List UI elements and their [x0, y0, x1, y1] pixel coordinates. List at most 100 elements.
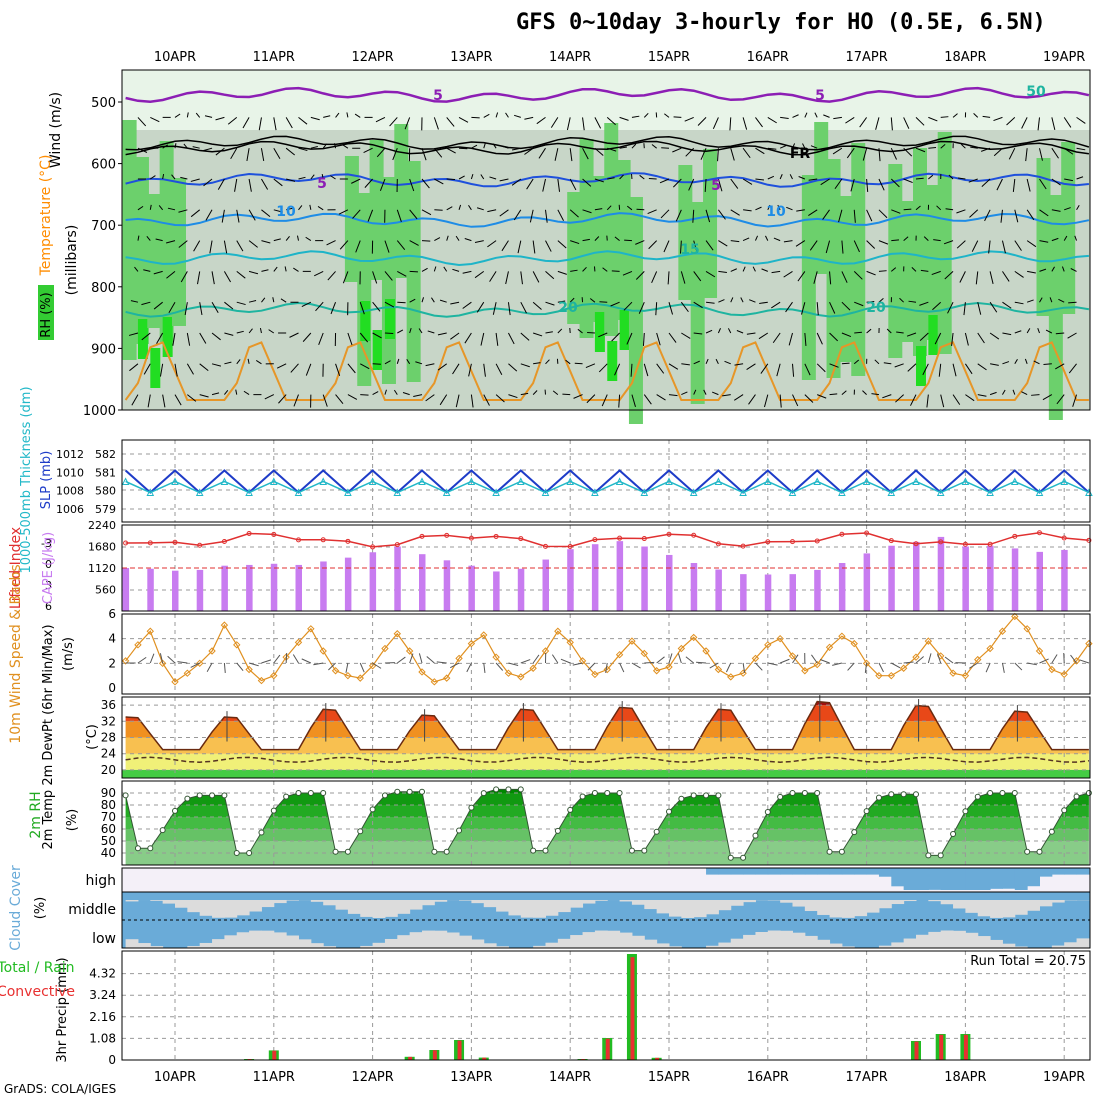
wind-speed-marker	[998, 627, 1007, 635]
wind-barb	[829, 332, 839, 342]
wind-speed-marker	[628, 637, 636, 645]
wind-barb	[771, 270, 781, 274]
wind-10m-frame	[121, 613, 1091, 695]
rh-moist-column	[381, 177, 396, 384]
high-cloud-bar	[792, 868, 806, 875]
high-cloud-bar	[829, 868, 843, 875]
wind-barb	[785, 301, 793, 313]
wind-barb	[761, 268, 768, 272]
cape-tick-label: 560	[95, 584, 116, 597]
wind-barb	[166, 271, 176, 279]
run-total-label: Run Total = 20.75	[970, 954, 1086, 969]
wind-barb	[829, 363, 839, 368]
wind-barb	[1014, 270, 1024, 278]
low-cloud-gap	[409, 932, 423, 948]
wind-barb	[495, 363, 503, 375]
wind-barb	[137, 147, 148, 153]
rh-moist-column	[1036, 158, 1051, 316]
wind-speed-marker	[492, 653, 500, 661]
wind-barb	[570, 269, 578, 272]
cape-bar	[591, 544, 599, 611]
pressure-tick-label: 500	[91, 96, 116, 111]
wind-barb	[944, 271, 954, 280]
low-cloud-gap	[273, 932, 287, 948]
rh-2m-frame	[121, 780, 1091, 866]
wind-barb	[675, 209, 682, 222]
surface-wind-barb	[328, 662, 336, 671]
wind-barb	[195, 112, 201, 118]
wind-barb	[335, 394, 344, 404]
middle-cloud-gap	[631, 900, 645, 905]
wind-barb	[455, 394, 460, 408]
wind-barb	[693, 332, 703, 335]
wind-barb	[545, 331, 553, 334]
wind-barb	[168, 301, 176, 314]
wind-barb	[996, 178, 1003, 191]
low-cloud-gap	[718, 942, 732, 948]
wind-barb	[513, 209, 522, 221]
lifted-index-marker	[271, 531, 277, 537]
lifted-index-marker	[1037, 530, 1042, 536]
wind-barb	[363, 147, 373, 154]
wind-barb	[656, 363, 665, 374]
wind-barb	[891, 209, 901, 214]
wind-barb	[656, 394, 666, 401]
wind-barb	[1055, 332, 1065, 335]
surface-wind-barb	[560, 658, 571, 664]
wind-barb	[545, 359, 550, 365]
rh-tick-label: 70	[101, 810, 116, 824]
wind-barb	[705, 270, 716, 278]
cape-bar	[196, 569, 204, 611]
wind-barb	[1063, 147, 1074, 155]
wind-speed-marker	[1035, 647, 1044, 655]
wind-speed-marker	[974, 655, 982, 664]
rh-marker	[962, 808, 969, 815]
wind-barb	[981, 178, 991, 187]
middle-cloud-gap	[570, 900, 584, 908]
low-cloud-gap	[323, 946, 337, 948]
wind-barb	[730, 178, 739, 189]
middle-cloud-gap	[841, 900, 855, 918]
lifted-index-marker	[123, 540, 129, 546]
rh-moist-column	[1048, 195, 1063, 420]
contour-label: 10	[766, 204, 786, 220]
middle-cloud-gap	[459, 900, 472, 901]
middle-cloud-gap	[792, 900, 806, 907]
slp-tick-label: 1006	[56, 503, 84, 516]
wind-barb	[973, 113, 979, 118]
surface-wind-barb	[969, 662, 979, 669]
high-cloud-bar	[718, 868, 732, 875]
wind-barb	[199, 332, 207, 344]
wind-barb	[334, 143, 337, 149]
wind-speed-marker	[319, 647, 327, 655]
rh-marker	[789, 790, 796, 796]
wind-barb	[128, 332, 139, 336]
wind-barb	[816, 332, 823, 345]
precip-convective-bar	[482, 1057, 487, 1060]
wind-barb	[552, 390, 559, 395]
low-cloud-gap	[199, 942, 213, 948]
wind-barb	[347, 332, 353, 346]
wind-barb	[577, 328, 583, 334]
rh-marker	[777, 793, 784, 800]
low-cloud-gap	[619, 932, 633, 948]
wind-barb	[804, 332, 807, 346]
wind-speed-marker	[220, 621, 229, 629]
wind-barb	[536, 116, 546, 125]
lifted-index-marker	[987, 541, 993, 547]
rh-marker	[875, 794, 882, 801]
rh-marker	[653, 828, 660, 835]
wind-barb	[413, 394, 423, 397]
wind-barb	[820, 147, 830, 150]
wind-barb	[1043, 363, 1052, 366]
rh-moist-column	[888, 164, 903, 358]
rh-marker	[431, 848, 438, 855]
wind-barb	[1000, 209, 1003, 223]
wind-barb	[397, 270, 407, 277]
wind-speed-marker	[986, 644, 994, 653]
slp-tick-label: 1012	[56, 448, 84, 461]
wind-barb	[795, 240, 806, 247]
wind-barb	[147, 394, 151, 408]
wind-barb	[174, 363, 178, 377]
